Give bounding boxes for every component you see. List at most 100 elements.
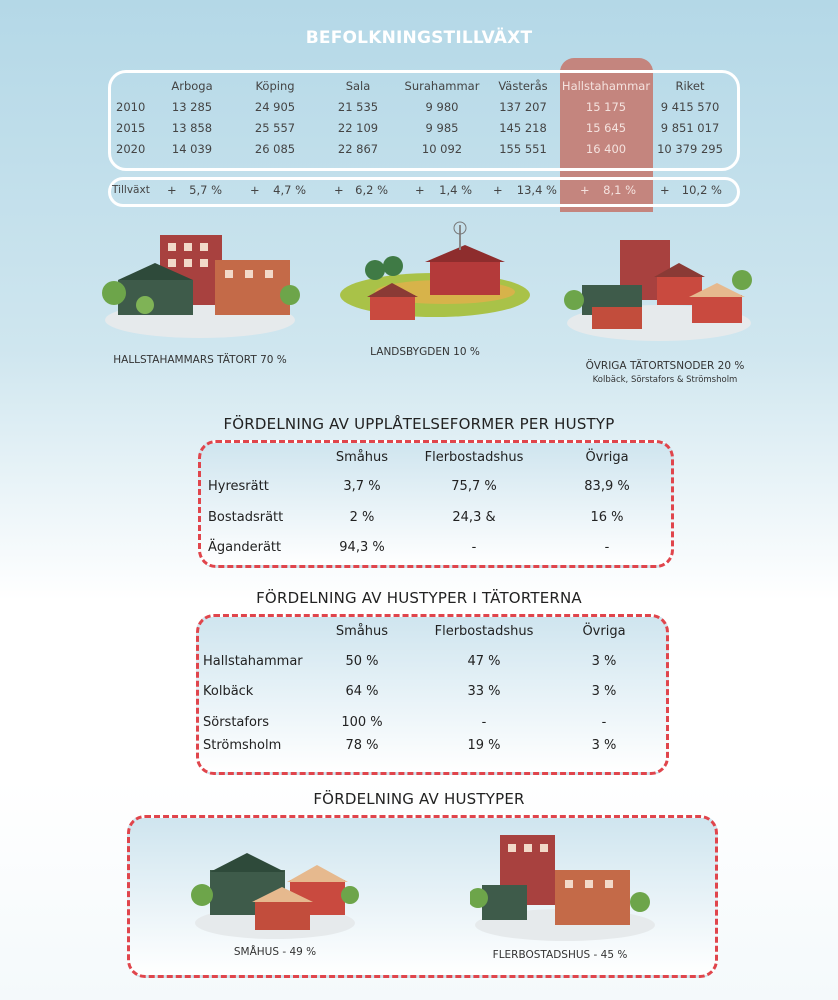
growth-value: 6,2 % — [355, 183, 388, 197]
column-header: Köping — [255, 79, 295, 93]
growth-value: 1,4 % — [439, 183, 472, 197]
column-header: Riket — [675, 79, 705, 93]
farm-illustration — [340, 221, 530, 320]
row-label: Hyresrätt — [208, 479, 269, 494]
table-cell: 78 % — [345, 738, 379, 753]
population-value: 13 858 — [171, 121, 213, 135]
year-label: 2020 — [116, 142, 146, 156]
column-header: Hallstahammar — [561, 79, 651, 93]
population-value: 25 557 — [254, 121, 296, 135]
types-by-town-title: FÖRDELNING AV HUSTYPER I TÄTORTERNA — [256, 589, 582, 607]
table-cell: 33 % — [467, 684, 501, 699]
plus-sign: + — [334, 183, 344, 197]
table-cell: 3 % — [591, 654, 617, 669]
column-header: Flerbostadshus — [424, 450, 524, 465]
table-cell: - — [471, 540, 477, 555]
apartment-building-illustration — [470, 835, 655, 941]
table-cell: 19 % — [467, 738, 501, 753]
growth-row — [108, 177, 740, 207]
column-header: Övriga — [585, 450, 629, 465]
area-sublabel-other: Kolbäck, Sörstafors & Strömsholm — [592, 375, 738, 385]
plus-sign: + — [580, 183, 590, 197]
plus-sign: + — [493, 183, 503, 197]
population-value: 9 851 017 — [660, 121, 720, 135]
growth-value: 4,7 % — [273, 183, 306, 197]
growth-label: Tillväxt — [112, 184, 150, 196]
table-cell: 83,9 % — [584, 479, 630, 494]
population-value: 22 867 — [337, 142, 379, 156]
population-value: 15 645 — [585, 121, 627, 135]
population-value: 13 285 — [171, 100, 213, 114]
column-header: Småhus — [335, 450, 389, 465]
year-label: 2010 — [116, 100, 146, 114]
table-cell: 50 % — [345, 654, 379, 669]
plus-sign: + — [167, 183, 177, 197]
growth-value: 5,7 % — [189, 183, 222, 197]
population-value: 9 980 — [425, 100, 459, 114]
plus-sign: + — [250, 183, 260, 197]
area-label-rural: LANDSBYGDEN 10 % — [370, 346, 480, 358]
town-illustration — [102, 235, 300, 338]
population-value: 145 218 — [499, 121, 547, 135]
column-header: Surahammar — [404, 79, 480, 93]
row-label: Bostadsrätt — [208, 510, 284, 525]
row-label: Kolbäck — [203, 684, 254, 699]
population-table — [108, 70, 740, 171]
growth-value: 13,4 % — [516, 183, 557, 197]
tenure-title: FÖRDELNING AV UPPLÅTELSEFORMER PER HUSTY… — [223, 415, 615, 433]
column-header: Flerbostadshus — [434, 624, 534, 639]
column-header: Arboga — [171, 79, 213, 93]
table-cell: - — [601, 715, 607, 730]
row-label: Hallstahammar — [203, 654, 303, 669]
population-value: 22 109 — [337, 121, 379, 135]
table-cell: 16 % — [590, 510, 624, 525]
house-type-label-apartment: FLERBOSTADSHUS - 45 % — [492, 949, 628, 961]
table-cell: - — [481, 715, 487, 730]
population-value: 9 415 570 — [660, 100, 720, 114]
column-header: Sala — [345, 79, 371, 93]
population-value: 10 379 295 — [657, 142, 723, 156]
year-label: 2015 — [116, 121, 146, 135]
table-cell: 94,3 % — [339, 540, 385, 555]
population-value: 10 092 — [421, 142, 463, 156]
growth-value: 8,1 % — [603, 183, 636, 197]
population-value: 137 207 — [499, 100, 547, 114]
population-value: 26 085 — [254, 142, 296, 156]
row-label: Sörstafors — [203, 715, 270, 730]
plus-sign: + — [660, 183, 670, 197]
column-header: Småhus — [335, 624, 389, 639]
table-cell: 100 % — [341, 715, 383, 730]
population-value: 9 985 — [425, 121, 459, 135]
population-value: 14 039 — [171, 142, 213, 156]
tenure-table — [198, 440, 674, 568]
table-cell: 75,7 % — [451, 479, 497, 494]
row-label: Strömsholm — [203, 738, 282, 753]
village-illustration — [564, 240, 752, 341]
table-cell: 64 % — [345, 684, 379, 699]
population-title: BEFOLKNINGSTILLVÄXT — [305, 28, 533, 48]
growth-value: 10,2 % — [681, 183, 722, 197]
table-cell: 3 % — [591, 738, 617, 753]
highlight-column — [560, 58, 653, 212]
table-cell: 2 % — [349, 510, 375, 525]
table-cell: 3 % — [591, 684, 617, 699]
column-header: Övriga — [582, 624, 626, 639]
table-cell: 3,7 % — [343, 479, 381, 494]
area-label-town: HALLSTAHAMMARS TÄTORT 70 % — [113, 354, 287, 366]
house-type-label-small: SMÅHUS - 49 % — [233, 946, 317, 958]
population-value: 21 535 — [337, 100, 379, 114]
column-header: Västerås — [498, 79, 548, 93]
population-value: 24 905 — [254, 100, 296, 114]
table-cell: 47 % — [467, 654, 501, 669]
population-value: 15 175 — [585, 100, 627, 114]
small-houses-illustration — [191, 853, 359, 939]
table-cell: 24,3 & — [452, 510, 496, 525]
types-by-town-table — [196, 614, 669, 775]
population-value: 16 400 — [585, 142, 627, 156]
table-cell: - — [604, 540, 610, 555]
population-value: 155 551 — [499, 142, 547, 156]
house-types-title: FÖRDELNING AV HUSTYPER — [313, 790, 525, 808]
plus-sign: + — [415, 183, 425, 197]
row-label: Äganderätt — [208, 540, 282, 555]
area-label-other: ÖVRIGA TÄTORTSNODER 20 % — [585, 360, 745, 372]
